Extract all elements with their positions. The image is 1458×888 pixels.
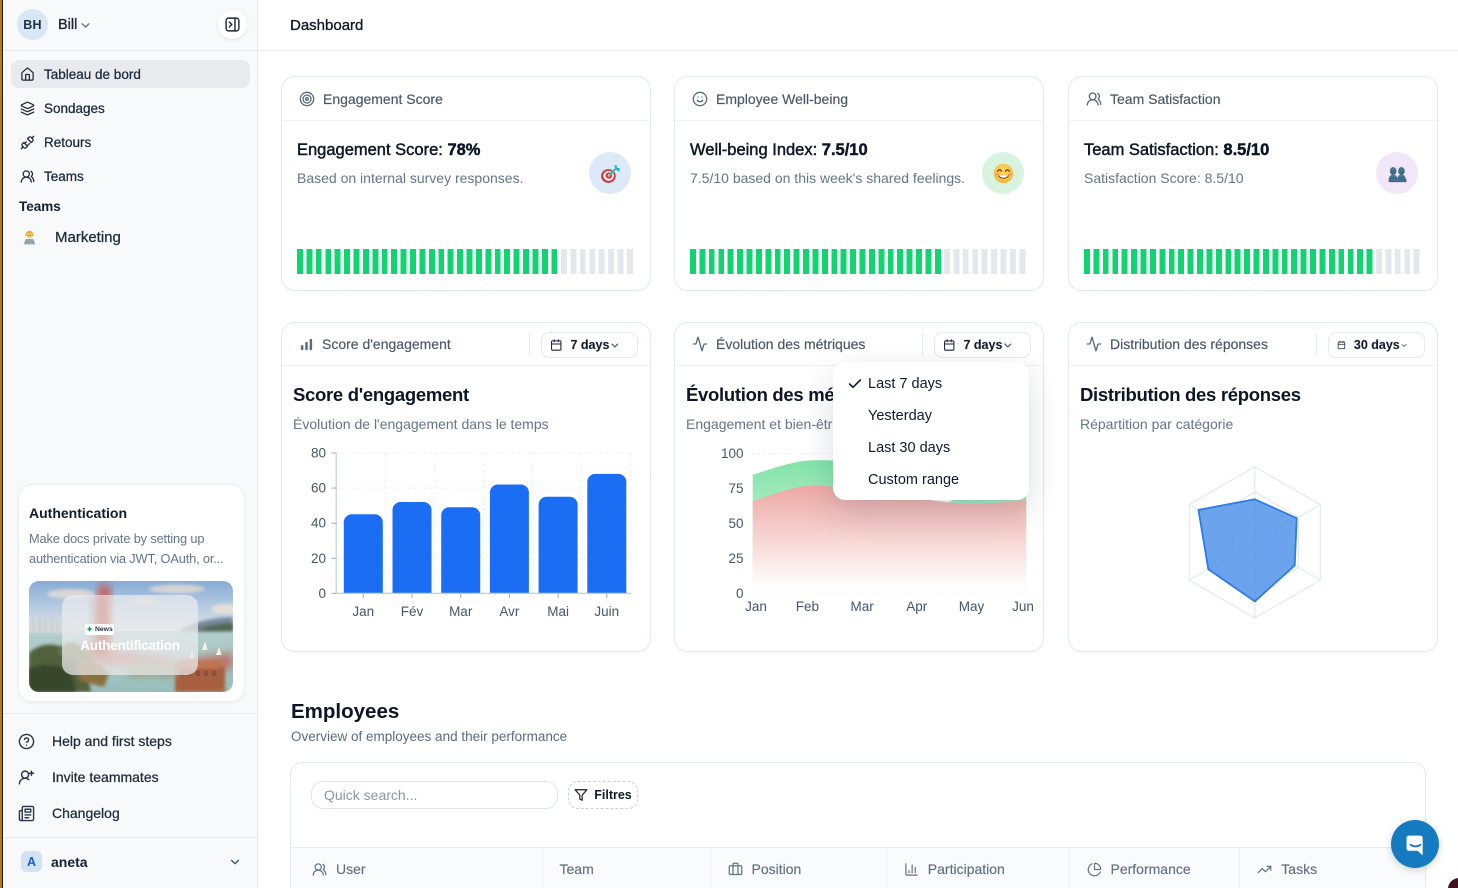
- svg-text:80: 80: [311, 446, 326, 461]
- svg-text:Mar: Mar: [449, 604, 473, 619]
- svg-text:Mai: Mai: [547, 604, 569, 619]
- svg-text:100: 100: [721, 446, 744, 461]
- svg-text:Juin: Juin: [594, 604, 619, 619]
- svg-text:20: 20: [311, 551, 326, 566]
- svg-text:Avr: Avr: [499, 604, 520, 619]
- svg-text:May: May: [959, 599, 985, 614]
- svg-text:60: 60: [311, 481, 326, 496]
- svg-text:0: 0: [318, 586, 326, 601]
- svg-text:Mar: Mar: [850, 599, 874, 614]
- svg-text:25: 25: [728, 551, 743, 566]
- svg-text:Jun: Jun: [1012, 599, 1034, 614]
- svg-text:75: 75: [728, 481, 743, 496]
- svg-text:Apr: Apr: [906, 599, 928, 614]
- svg-text:50: 50: [728, 516, 743, 531]
- svg-text:Jan: Jan: [352, 604, 374, 619]
- svg-text:40: 40: [311, 516, 326, 531]
- svg-text:Jan: Jan: [745, 599, 767, 614]
- svg-text:Fév: Fév: [401, 604, 424, 619]
- svg-text:Feb: Feb: [796, 599, 819, 614]
- svg-text:0: 0: [736, 586, 744, 601]
